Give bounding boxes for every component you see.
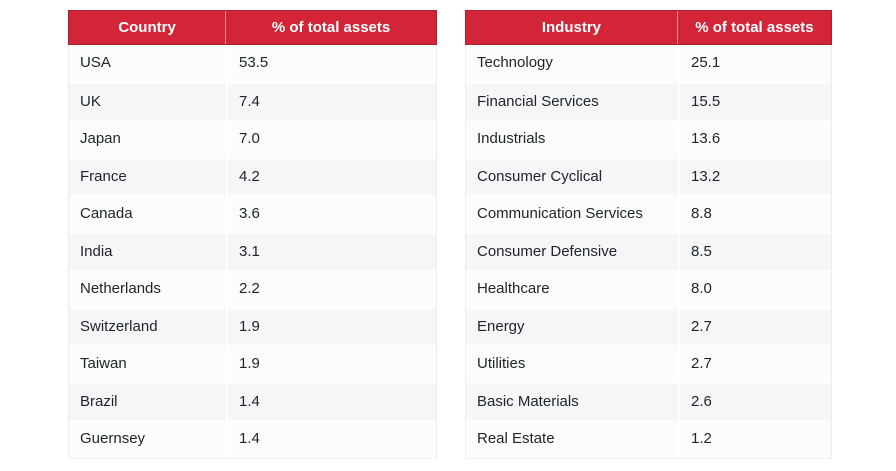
table-row: Technology 25.1 [466, 45, 831, 83]
row-label-cell: Brazil [69, 383, 226, 420]
row-value-cell: 1.9 [226, 346, 436, 383]
row-value-cell: 2.7 [678, 346, 831, 383]
industry-table-header-row: Industry % of total assets [465, 10, 832, 45]
table-row: Guernsey 1.4 [69, 420, 436, 458]
table-row: Consumer Cyclical 13.2 [466, 157, 831, 195]
country-allocation-table: Country % of total assets USA 53.5 UK 7.4 Ja… [68, 10, 437, 459]
row-label-cell: USA [69, 45, 226, 83]
row-value-cell: 2.2 [226, 271, 436, 308]
row-label-cell: Real Estate [466, 421, 678, 458]
row-label-cell: Basic Materials [466, 383, 678, 420]
table-row: Basic Materials 2.6 [466, 382, 831, 420]
row-label-cell: Technology [466, 45, 678, 83]
table-row: UK 7.4 [69, 82, 436, 120]
table-row: India 3.1 [69, 232, 436, 270]
row-value-cell: 4.2 [226, 158, 436, 195]
row-label-cell: Financial Services [466, 83, 678, 120]
row-value-cell: 3.6 [226, 196, 436, 233]
row-value-cell: 1.9 [226, 308, 436, 345]
table-row: Communication Services 8.8 [466, 195, 831, 233]
row-value-cell: 13.2 [678, 158, 831, 195]
row-label-cell: India [69, 233, 226, 270]
row-value-cell: 13.6 [678, 121, 831, 158]
row-value-cell: 25.1 [678, 45, 831, 83]
row-value-cell: 1.2 [678, 421, 831, 458]
row-value-cell: 3.1 [226, 233, 436, 270]
row-label-cell: Energy [466, 308, 678, 345]
country-table-body: USA 53.5 UK 7.4 Japan 7.0 France 4.2 Canada 3.6 In… [68, 45, 437, 459]
table-row: Netherlands 2.2 [69, 270, 436, 308]
row-label-cell: Consumer Defensive [466, 233, 678, 270]
row-value-cell: 2.6 [678, 383, 831, 420]
table-row: USA 53.5 [69, 45, 436, 83]
row-label-cell: Consumer Cyclical [466, 158, 678, 195]
row-label-cell: Healthcare [466, 271, 678, 308]
country-column-header: Country [69, 11, 227, 44]
country-percent-assets-column-header: % of total assets [271, 19, 391, 36]
row-label-cell: Communication Services [466, 196, 678, 233]
row-value-cell: 53.5 [226, 45, 436, 83]
row-value-cell: 8.0 [678, 271, 831, 308]
row-value-cell: 7.4 [226, 83, 436, 120]
row-label-cell: Utilities [466, 346, 678, 383]
row-value-cell: 15.5 [678, 83, 831, 120]
table-row: Industrials 13.6 [466, 120, 831, 158]
row-label-cell: Industrials [466, 121, 678, 158]
row-value-cell: 7.0 [226, 121, 436, 158]
row-label-cell: France [69, 158, 226, 195]
row-value-cell: 1.4 [226, 421, 436, 458]
row-label-cell: UK [69, 83, 226, 120]
table-row: Utilities 2.7 [466, 345, 831, 383]
row-label-cell: Canada [69, 196, 226, 233]
country-table-header-row: Country % of total assets [68, 10, 437, 45]
table-row: Brazil 1.4 [69, 382, 436, 420]
row-label-cell: Netherlands [69, 271, 226, 308]
table-row: Switzerland 1.9 [69, 307, 436, 345]
table-row: Energy 2.7 [466, 307, 831, 345]
table-row: Financial Services 15.5 [466, 82, 831, 120]
row-label-cell: Guernsey [69, 421, 226, 458]
row-value-cell: 2.7 [678, 308, 831, 345]
table-row: Japan 7.0 [69, 120, 436, 158]
row-value-cell: 1.4 [226, 383, 436, 420]
row-label-cell: Japan [69, 121, 226, 158]
industry-allocation-table: Industry % of total assets Technology 25.… [465, 10, 832, 459]
table-row: Consumer Defensive 8.5 [466, 232, 831, 270]
table-row: France 4.2 [69, 157, 436, 195]
industry-table-body: Technology 25.1 Financial Services 15.5 Indu… [465, 45, 832, 459]
row-value-cell: 8.5 [678, 233, 831, 270]
industry-percent-assets-column-header: % of total assets [695, 19, 814, 36]
table-row: Healthcare 8.0 [466, 270, 831, 308]
table-row: Canada 3.6 [69, 195, 436, 233]
row-label-cell: Taiwan [69, 346, 226, 383]
table-row: Taiwan 1.9 [69, 345, 436, 383]
industry-column-header: Industry [466, 11, 678, 44]
row-label-cell: Switzerland [69, 308, 226, 345]
table-row: Real Estate 1.2 [466, 420, 831, 458]
row-value-cell: 8.8 [678, 196, 831, 233]
